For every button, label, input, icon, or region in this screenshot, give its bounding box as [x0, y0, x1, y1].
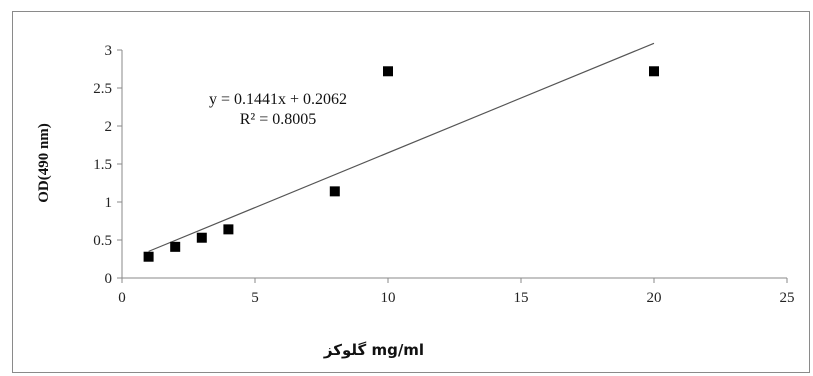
- y-tick-label: 3: [105, 43, 113, 59]
- y-tick-label: 0: [105, 271, 113, 287]
- y-tick-label: 1: [105, 195, 113, 211]
- chart-frame: [12, 11, 810, 373]
- data-point: [170, 241, 181, 252]
- y-tick-label: 0.5: [93, 233, 112, 249]
- y-axis-label: OD(490 nm): [36, 123, 52, 203]
- data-point: [649, 66, 659, 77]
- data-points: [143, 66, 659, 262]
- data-point: [329, 186, 340, 197]
- data-point: [196, 232, 207, 243]
- data-point: [143, 251, 154, 262]
- r-squared-label: R² = 0.8005: [240, 111, 317, 128]
- trendline-group: [148, 42, 655, 252]
- x-tick-label: 20: [647, 290, 662, 306]
- trendline-equation: y = 0.1441x + 0.2062: [209, 91, 347, 108]
- data-point: [223, 224, 234, 235]
- x-tick-label: 25: [780, 290, 795, 306]
- x-axis-label: mg/ml گلوکز: [323, 341, 424, 359]
- y-tick-label: 2: [105, 119, 113, 135]
- data-point: [383, 66, 393, 77]
- x-tick-label: 0: [118, 290, 126, 306]
- x-tick-label: 5: [251, 290, 259, 306]
- axes: 0 0.5 1 1.5 2 2.5 3 0 5 10 15 20 25: [93, 43, 794, 306]
- x-tick-label: 10: [381, 290, 396, 306]
- trendline: [148, 42, 655, 252]
- x-tick-label: 15: [514, 290, 529, 306]
- y-tick-label: 2.5: [93, 81, 112, 97]
- y-tick-label: 1.5: [93, 157, 112, 173]
